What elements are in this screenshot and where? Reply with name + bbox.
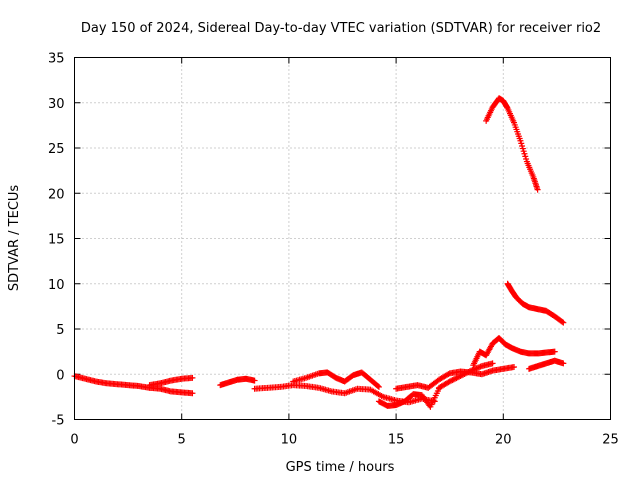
series-track-8 xyxy=(435,360,496,391)
y-tick-label: 5 xyxy=(56,323,64,338)
data-point xyxy=(465,368,472,375)
data-point xyxy=(466,368,473,375)
data-series xyxy=(71,95,567,410)
x-tick-label: 10 xyxy=(281,433,298,448)
data-point xyxy=(446,378,453,385)
y-tick-label: -5 xyxy=(52,414,65,429)
data-point xyxy=(448,377,455,384)
data-point xyxy=(464,369,471,376)
y-tick-label: 10 xyxy=(48,278,65,293)
series-track-10 xyxy=(483,95,541,193)
chart-title: Day 150 of 2024, Sidereal Day-to-day VTE… xyxy=(81,21,601,36)
grid-layer xyxy=(74,57,611,420)
data-point xyxy=(559,318,566,325)
data-point xyxy=(511,364,518,371)
x-tick-label: 5 xyxy=(178,433,186,448)
data-point xyxy=(519,142,526,149)
x-tick-label: 20 xyxy=(495,433,512,448)
plot-frame xyxy=(74,57,611,420)
data-point xyxy=(522,153,529,160)
data-point xyxy=(518,140,525,147)
data-point xyxy=(454,374,461,381)
y-axis-label: SDTVAR / TECUs xyxy=(7,185,22,292)
data-point xyxy=(375,383,382,390)
data-point xyxy=(461,371,468,378)
data-point xyxy=(374,383,381,390)
data-point xyxy=(517,137,524,144)
data-point xyxy=(520,148,527,155)
data-point xyxy=(460,371,467,378)
x-tick-label: 15 xyxy=(388,433,405,448)
data-point xyxy=(457,373,464,380)
y-tick-label: 35 xyxy=(48,52,65,67)
data-point xyxy=(450,376,457,383)
data-point xyxy=(453,375,460,382)
series-track-6 xyxy=(375,385,442,410)
data-point xyxy=(251,377,258,384)
data-point xyxy=(560,360,567,367)
data-point xyxy=(456,373,463,380)
x-tick-label: 25 xyxy=(602,433,619,448)
data-point xyxy=(462,370,469,377)
y-tick-label: 30 xyxy=(48,97,65,112)
data-point xyxy=(189,374,196,381)
y-tick-label: 15 xyxy=(48,233,65,248)
series-track-12 xyxy=(526,357,567,372)
data-point xyxy=(449,377,456,384)
series-track-1 xyxy=(71,373,196,397)
axis-ticks: -5 0 5 10 15 20 25 30 35 0 5 10 15 20 25 xyxy=(48,52,619,448)
x-tick-label: 0 xyxy=(70,433,78,448)
data-point xyxy=(189,390,196,397)
data-point xyxy=(523,155,530,162)
y-tick-label: 25 xyxy=(48,142,65,157)
data-point xyxy=(534,186,541,193)
data-point xyxy=(458,372,465,379)
data-point xyxy=(551,348,558,355)
series-track-5 xyxy=(290,369,382,390)
y-tick-label: 20 xyxy=(48,187,65,202)
data-point xyxy=(445,371,452,378)
x-axis-label: GPS time / hours xyxy=(286,460,395,475)
data-point xyxy=(519,145,526,152)
series-track-3 xyxy=(217,375,258,389)
data-point xyxy=(489,360,496,367)
series-track-2 xyxy=(146,374,196,389)
series-track-11 xyxy=(504,280,567,326)
series-track-9 xyxy=(470,335,558,369)
data-point xyxy=(452,375,459,382)
y-tick-label: 0 xyxy=(56,368,64,383)
data-point xyxy=(560,319,567,326)
data-point xyxy=(521,150,528,157)
